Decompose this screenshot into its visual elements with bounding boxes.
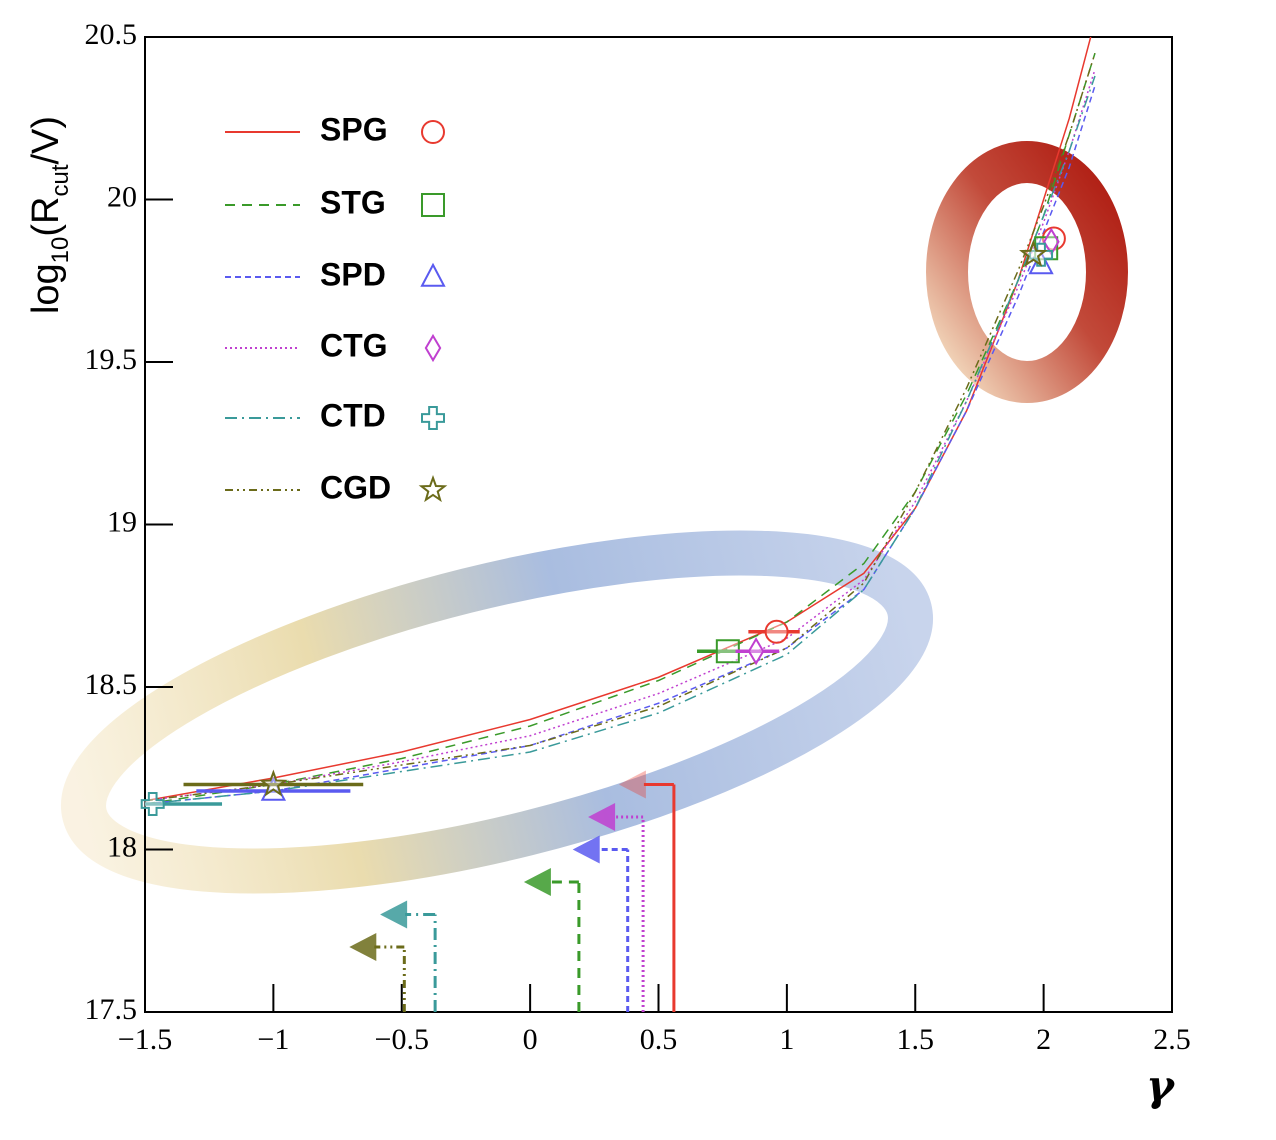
legend-label: CGD bbox=[320, 469, 391, 505]
x-tick-label: −1 bbox=[257, 1023, 289, 1056]
limit-arrow-head bbox=[618, 770, 646, 799]
x-tick-label: 2 bbox=[1036, 1023, 1051, 1056]
curve bbox=[145, 53, 1096, 802]
curve bbox=[145, 53, 1096, 805]
regions bbox=[61, 141, 1128, 894]
curve bbox=[145, 69, 1096, 802]
legend-label: CTG bbox=[320, 327, 388, 363]
marker bbox=[420, 262, 446, 287]
legend-label: STG bbox=[320, 184, 386, 220]
limit-arrow-head bbox=[349, 933, 377, 961]
marker bbox=[715, 639, 740, 664]
limit-arrow-head bbox=[380, 900, 408, 929]
y-tick-label: 18.5 bbox=[85, 668, 138, 701]
y-label-part: /V) bbox=[25, 116, 67, 165]
x-tick-label: 2.5 bbox=[1153, 1023, 1191, 1056]
x-tick-label: 1 bbox=[779, 1023, 794, 1056]
curves bbox=[145, 37, 1096, 805]
marker bbox=[421, 406, 445, 430]
y-tick-label: 19 bbox=[107, 505, 137, 538]
x-axis-label: γ bbox=[1146, 1061, 1176, 1110]
curve bbox=[145, 85, 1096, 805]
marker bbox=[1019, 239, 1048, 267]
marker bbox=[140, 792, 165, 816]
x-tick-label: 0 bbox=[523, 1023, 538, 1056]
marker bbox=[259, 769, 288, 797]
curve bbox=[145, 37, 1092, 802]
limit-arrow-head bbox=[572, 835, 600, 864]
marker bbox=[764, 619, 789, 644]
limit-arrow-head bbox=[588, 803, 616, 831]
region-band bbox=[926, 141, 1128, 403]
y-tick-label: 20.5 bbox=[85, 18, 138, 51]
legend-label: SPD bbox=[320, 256, 386, 292]
y-tick-label: 17.5 bbox=[85, 993, 138, 1026]
y-tick-label: 19.5 bbox=[85, 343, 138, 376]
legend-label: CTD bbox=[320, 397, 386, 433]
y-axis-label: log10(Rcut/V) bbox=[25, 116, 74, 314]
y-label-part: log bbox=[25, 263, 67, 314]
marker bbox=[1028, 250, 1054, 275]
x-tick-label: −1.5 bbox=[118, 1023, 172, 1056]
marker bbox=[421, 120, 445, 144]
marker bbox=[421, 193, 445, 217]
y-tick-label: 20 bbox=[107, 180, 137, 213]
limit-arrow-head bbox=[523, 868, 551, 896]
marker bbox=[418, 474, 448, 503]
y-label-sub: 10 bbox=[47, 237, 74, 264]
x-tick-label: −0.5 bbox=[375, 1023, 429, 1056]
y-tick-label: 18 bbox=[107, 830, 137, 863]
x-tick-label: 0.5 bbox=[640, 1023, 678, 1056]
region-band bbox=[61, 530, 933, 894]
marker bbox=[747, 637, 765, 666]
y-label-sub: cut bbox=[47, 164, 74, 196]
x-tick-label: 1.5 bbox=[897, 1023, 935, 1056]
marker bbox=[424, 333, 442, 363]
y-label-part: (R bbox=[25, 197, 67, 237]
curve bbox=[145, 75, 1096, 805]
legend-label: SPG bbox=[320, 111, 388, 147]
